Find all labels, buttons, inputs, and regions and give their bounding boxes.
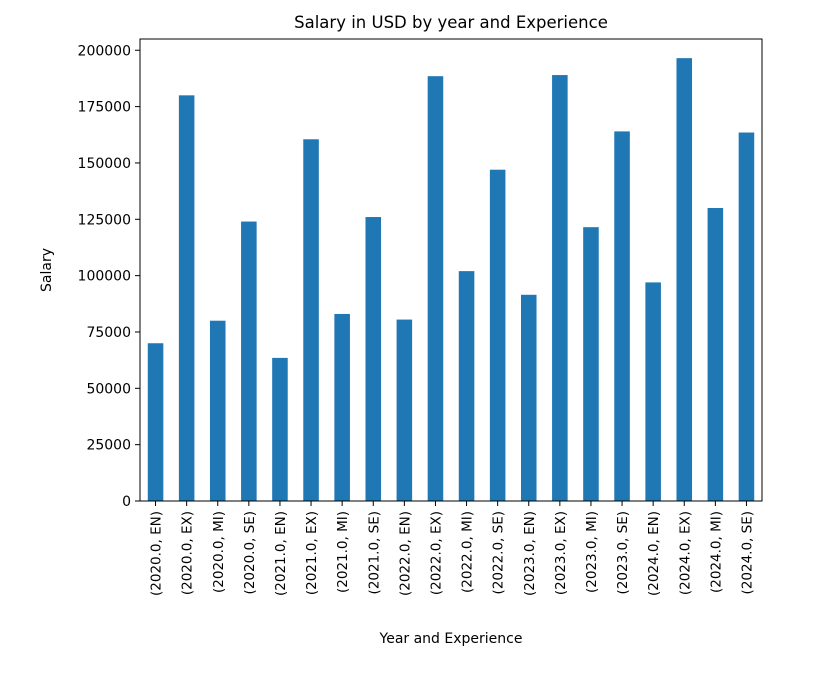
x-tick-label: (2022.0, EX): [428, 511, 444, 595]
x-tick-label: (2024.0, EN): [646, 511, 662, 596]
x-tick-label: (2023.0, EX): [553, 511, 569, 595]
bar: [489, 169, 506, 501]
x-axis-label: Year and Experience: [379, 631, 523, 647]
x-tick-label: (2024.0, MI): [708, 511, 724, 593]
x-tick-label: (2020.0, EN): [149, 511, 165, 596]
y-tick-label: 75000: [86, 325, 131, 341]
y-axis: 0 25000 50000 75000 100000 125000 150000 175000…: [78, 43, 140, 510]
bar: [209, 320, 226, 501]
x-tick-label: (2021.0, MI): [335, 511, 351, 593]
x-tick-label: (2020.0, EX): [180, 511, 196, 595]
bar: [427, 76, 444, 501]
x-tick-label: (2022.0, SE): [491, 511, 507, 594]
bar: [178, 95, 195, 501]
x-tick-label: (2024.0, EX): [677, 511, 693, 595]
y-tick-label: 125000: [78, 212, 131, 228]
bar: [614, 131, 630, 501]
y-tick-label: 25000: [86, 438, 131, 454]
bar: [583, 227, 599, 501]
y-tick-label: 100000: [78, 269, 131, 285]
bar: [303, 139, 319, 502]
bar: [520, 294, 537, 501]
y-tick-label: 0: [122, 494, 131, 510]
x-tick-label: (2022.0, EN): [397, 511, 413, 596]
bar: [147, 343, 164, 501]
y-tick-label: 150000: [78, 156, 131, 172]
bar: [396, 319, 413, 501]
bar: [552, 75, 568, 501]
bar: [458, 271, 475, 501]
y-axis-label: Salary: [39, 248, 55, 292]
x-tick-label: (2023.0, MI): [584, 511, 600, 593]
x-tick-label: (2023.0, EN): [522, 511, 538, 596]
y-tick-label: 50000: [86, 381, 131, 397]
x-tick-label: (2020.0, MI): [211, 511, 227, 593]
x-tick-label: (2024.0, SE): [739, 511, 755, 594]
x-axis: (2020.0, EN) (2020.0, EX) (2020.0, MI) (202…: [149, 501, 755, 596]
y-tick-label: 175000: [78, 100, 131, 116]
bar: [334, 313, 350, 501]
y-tick-label: 200000: [78, 43, 131, 59]
x-tick-label: (2021.0, EX): [304, 511, 320, 595]
x-tick-label: (2021.0, EN): [273, 511, 289, 596]
x-tick-label: (2020.0, SE): [242, 511, 258, 594]
bar: [738, 132, 755, 501]
bar: [645, 282, 661, 501]
x-tick-label: (2021.0, SE): [366, 511, 382, 594]
bar: [676, 58, 693, 501]
bar: [241, 221, 257, 502]
bar: [272, 357, 288, 501]
plot-frame: [139, 38, 763, 502]
x-tick-label: (2023.0, SE): [615, 511, 631, 594]
chart-title: Salary in USD by year and Experience: [294, 13, 608, 32]
bar: [365, 217, 382, 502]
x-tick-label: (2022.0, MI): [460, 511, 476, 593]
bars-group: [147, 58, 755, 502]
bar: [707, 208, 724, 501]
